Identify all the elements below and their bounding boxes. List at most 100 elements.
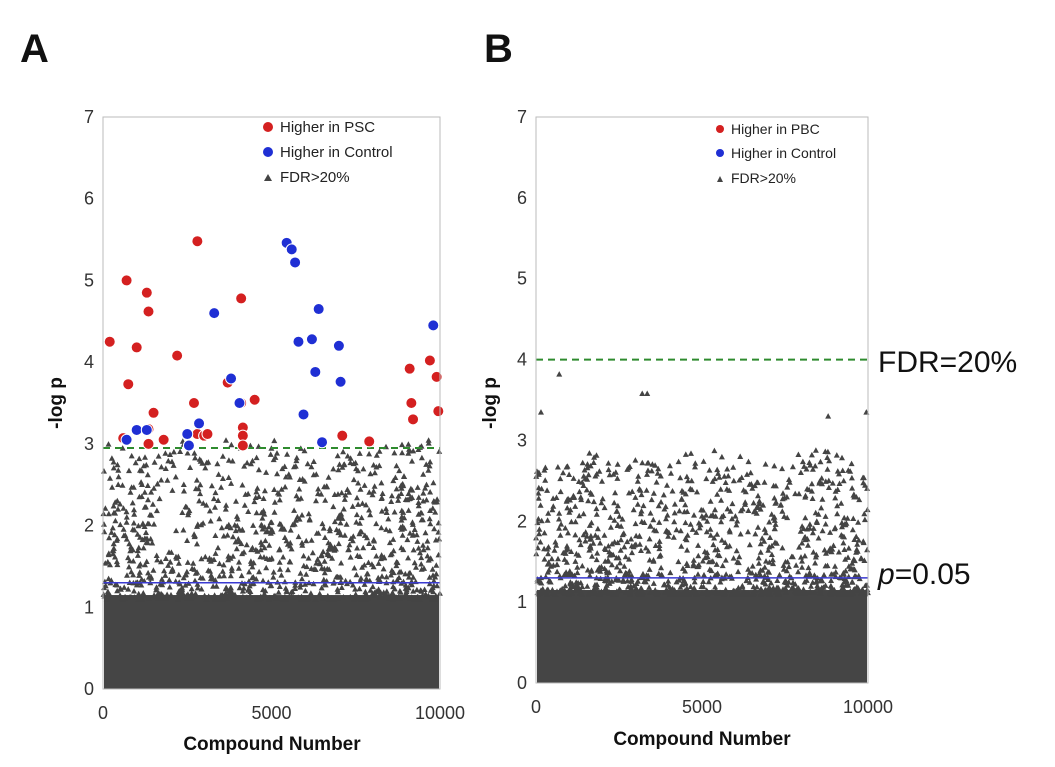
panel-b-y-ticks: 0 1 2 3 4 5 6 7 xyxy=(517,107,527,693)
panel-b-y-axis-label: -log p xyxy=(480,377,501,429)
y-tick-label: 3 xyxy=(84,434,94,454)
panel-b-top-points xyxy=(537,371,870,419)
data-point-higher-in-control xyxy=(285,243,298,256)
panel-a-background-cloud xyxy=(100,437,443,689)
panel-a: A 0 1 2 3 4 5 6 7 0 5000 10000 Compound Number -l… xyxy=(20,27,465,755)
y-tick-label: 0 xyxy=(517,673,527,693)
data-point-higher-in-control xyxy=(292,335,305,348)
data-point-higher-in-control xyxy=(140,423,153,436)
data-point-higher-in-control xyxy=(182,439,195,452)
data-point-higher-in-psc xyxy=(201,428,214,441)
y-tick-label: 1 xyxy=(517,592,527,612)
legend-a-psc-label: Higher in PSC xyxy=(280,119,375,136)
panel-a-plot-frame xyxy=(102,116,441,690)
dense-cloud-fill xyxy=(537,590,867,683)
y-tick-label: 5 xyxy=(517,269,527,289)
panel-b-plot-frame xyxy=(535,116,869,684)
legend-a-fdr-label: FDR>20% xyxy=(280,169,350,186)
data-point-higher-in-psc xyxy=(432,405,445,418)
data-point-higher-in-psc xyxy=(363,435,376,448)
data-point-higher-in-control xyxy=(316,436,329,449)
x-tick-label: 10000 xyxy=(843,697,893,717)
p-symbol: p xyxy=(877,558,895,591)
panel-b-threshold-lines xyxy=(536,358,868,579)
data-point-higher-in-control xyxy=(130,423,143,436)
y-tick-label: 6 xyxy=(517,188,527,208)
y-tick-label: 4 xyxy=(517,350,527,370)
legend-b-control-marker xyxy=(716,149,724,157)
data-point-higher-in-psc xyxy=(235,292,248,305)
legend-b-pbc-marker xyxy=(716,125,724,133)
data-point-higher-in-psc xyxy=(120,274,133,287)
panel-b-x-ticks: 0 5000 10000 xyxy=(531,697,893,717)
fdr-triangles xyxy=(533,447,871,597)
legend-a-fdr-marker xyxy=(264,174,272,181)
y-tick-label: 5 xyxy=(84,270,94,290)
y-tick-label: 1 xyxy=(84,597,94,617)
data-point-higher-in-psc xyxy=(103,335,116,348)
data-point-higher-in-psc xyxy=(236,439,249,452)
panel-b: B 0 1 2 3 4 5 6 7 0 5000 10000 Compound Number -l… xyxy=(480,27,1017,750)
data-point-higher-in-psc xyxy=(130,341,143,354)
data-point-fdr xyxy=(537,409,544,415)
legend-a-control-label: Higher in Control xyxy=(280,144,393,161)
legend-b-fdr-label: FDR>20% xyxy=(731,170,796,186)
data-point-higher-in-psc xyxy=(147,406,160,419)
data-point-higher-in-psc xyxy=(140,286,153,299)
data-point-higher-in-control xyxy=(120,433,133,446)
data-point-higher-in-psc xyxy=(403,362,416,375)
panel-a-x-ticks: 0 5000 10000 xyxy=(98,703,465,723)
data-point-higher-in-control xyxy=(233,397,246,409)
y-tick-label: 2 xyxy=(84,516,94,536)
panel-a-legend: Higher in PSC Higher in Control FDR>20% xyxy=(263,119,393,186)
x-tick-label: 10000 xyxy=(415,703,465,723)
y-tick-label: 0 xyxy=(84,679,94,699)
y-tick-label: 3 xyxy=(517,430,527,450)
data-point-higher-in-psc xyxy=(430,370,443,383)
y-tick-label: 7 xyxy=(84,107,94,127)
x-tick-label: 5000 xyxy=(682,697,722,717)
dense-cloud-fill xyxy=(104,595,439,689)
panel-a-y-axis-label: -log p xyxy=(46,377,67,429)
data-point-higher-in-psc xyxy=(407,413,420,426)
panel-a-threshold-lines xyxy=(103,446,440,584)
legend-a-control-marker xyxy=(263,147,273,157)
panel-b-background-cloud xyxy=(533,447,871,683)
data-point-higher-in-psc xyxy=(157,433,170,446)
data-point-higher-in-control xyxy=(297,408,310,421)
data-point-higher-in-psc xyxy=(405,397,418,409)
data-point-higher-in-control xyxy=(305,333,318,346)
data-point-fdr xyxy=(556,371,563,377)
data-point-higher-in-psc xyxy=(122,378,135,391)
panel-b-legend: Higher in PBC Higher in Control FDR>20% xyxy=(716,121,836,186)
data-point-higher-in-psc xyxy=(187,397,200,409)
data-point-higher-in-psc xyxy=(336,429,349,442)
legend-a-psc-marker xyxy=(263,122,273,132)
panel-b-label: B xyxy=(484,27,513,71)
panel-a-y-ticks: 0 1 2 3 4 5 6 7 xyxy=(84,107,94,699)
panel-b-x-axis-label: Compound Number xyxy=(613,729,791,750)
data-point-higher-in-control xyxy=(289,256,302,269)
data-point-higher-in-control xyxy=(208,307,221,320)
data-point-higher-in-psc xyxy=(191,235,204,248)
data-point-higher-in-psc xyxy=(142,305,155,318)
panel-a-label: A xyxy=(20,27,49,71)
panel-a-highlight-points xyxy=(103,235,445,452)
panel-a-x-axis-label: Compound Number xyxy=(183,734,361,755)
data-point-fdr xyxy=(644,390,651,397)
p-value: =0.05 xyxy=(895,558,971,591)
legend-b-fdr-marker xyxy=(717,176,723,182)
fdr-triangles xyxy=(100,437,443,602)
data-point-higher-in-control xyxy=(181,428,194,441)
y-tick-label: 7 xyxy=(517,107,527,127)
fdr-threshold-annotation: FDR=20% xyxy=(878,346,1017,379)
y-tick-label: 4 xyxy=(84,352,94,372)
data-point-higher-in-control xyxy=(193,417,206,430)
data-point-higher-in-control xyxy=(427,319,440,332)
data-point-higher-in-control xyxy=(309,365,322,378)
data-point-higher-in-control xyxy=(312,303,325,316)
y-tick-label: 6 xyxy=(84,189,94,209)
data-point-fdr xyxy=(825,413,832,419)
data-point-higher-in-control xyxy=(334,375,347,388)
